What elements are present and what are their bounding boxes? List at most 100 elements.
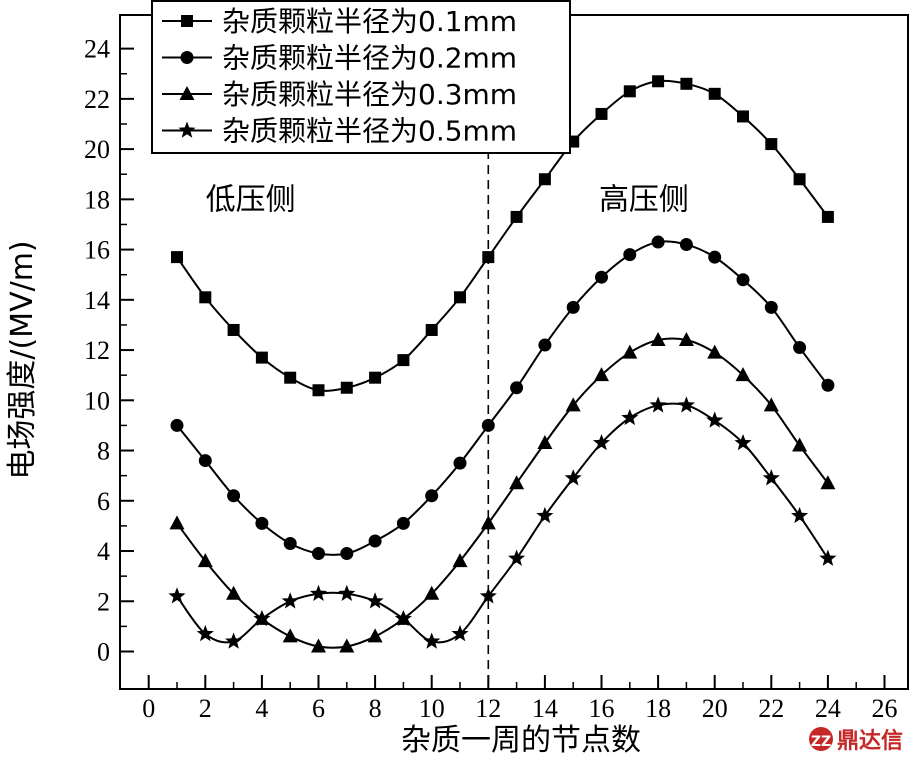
y-tick-label: 4 [97,537,110,566]
data-point-square [199,291,212,304]
y-tick-label: 16 [84,236,110,265]
data-point-circle [623,248,637,262]
data-point-square [680,77,693,90]
legend-marker-star [178,121,196,138]
y-tick-label: 6 [97,487,110,516]
x-tick-label: 24 [815,694,841,723]
legend-marker-triangle [179,86,195,100]
legend-label: 杂质颗粒半径为0.3mm [222,78,517,111]
data-point-star [196,624,214,642]
data-point-triangle [311,638,326,653]
y-tick-label: 22 [84,85,110,114]
data-point-circle [425,489,439,503]
data-point-circle [198,454,212,468]
legend-label: 杂质颗粒半径为0.2mm [222,42,517,75]
data-point-star [734,434,752,451]
data-point-square [369,371,382,384]
data-point-square [425,323,438,336]
series-line [176,240,829,556]
y-tick-label: 0 [97,638,110,667]
data-point-square [284,371,297,384]
x-tick-label: 20 [702,694,728,723]
series-square [171,75,834,397]
data-point-triangle [622,344,638,359]
data-point-triangle [537,435,553,450]
data-point-circle [453,456,467,470]
data-point-triangle [452,553,468,568]
data-point-square [397,354,410,367]
data-point-triangle [282,628,298,643]
y-tick-label: 20 [84,135,110,164]
legend-label: 杂质颗粒半径为0.5mm [222,115,517,148]
data-point-circle [821,378,835,392]
x-axis-title: 杂质一周的节点数 [401,723,641,758]
x-tick-label: 16 [589,694,615,723]
data-point-star [394,609,412,627]
data-point-star [479,587,497,604]
data-point-triangle [820,475,836,490]
data-point-triangle [650,332,666,347]
data-point-circle [283,536,297,550]
x-tick-label: 26 [872,694,898,723]
data-point-star [592,434,611,451]
data-point-circle [396,516,410,530]
data-point-star [366,592,384,609]
data-point-square [482,251,495,264]
data-point-square [793,173,806,186]
x-tick-label: 6 [312,694,325,723]
data-point-star [819,549,837,566]
data-point-square [737,110,749,123]
y-tick-label: 18 [84,185,110,214]
data-point-circle [227,489,241,503]
data-point-triangle [480,515,496,530]
data-point-triangle [735,367,751,382]
series-circle [170,235,835,561]
data-point-star [451,624,469,642]
data-point-square [538,173,551,186]
data-point-square [255,351,268,364]
data-point-triangle [707,344,723,359]
series-star [168,396,837,649]
data-point-triangle [594,367,609,382]
data-point-square [623,85,636,98]
data-point-star [423,632,441,649]
data-point-triangle [226,585,242,600]
data-point-circle [255,516,269,530]
data-point-circle [736,273,750,287]
data-point-star [253,609,271,627]
data-point-circle [566,300,580,314]
data-point-square [312,384,325,397]
data-point-square [227,323,240,336]
annotation-high-voltage-side: 高压侧 [599,182,689,217]
data-point-circle [481,418,495,432]
data-point-square [340,381,353,394]
x-tick-label: 10 [419,694,445,723]
data-point-square [171,251,183,264]
x-axis: 0 2 4 6 8 10 12 14 16 18 20 22 24 26 [142,675,898,723]
annotations: 低压侧 高压侧 [206,182,689,217]
x-tick-label: 2 [199,694,212,723]
data-point-triangle [197,553,213,568]
data-point-star [564,469,582,486]
series-layer [168,75,837,653]
data-point-star [508,549,526,566]
data-point-triangle [169,515,185,530]
series-line [176,402,829,644]
y-tick-label: 2 [97,587,110,616]
data-point-triangle [763,397,779,412]
y-tick-label: 24 [84,35,110,64]
data-point-square [510,210,523,223]
data-point-circle [368,534,382,548]
watermark-logo-icon [809,727,833,751]
data-point-circle [595,270,608,284]
series-line [176,337,829,649]
y-tick-label: 8 [97,437,110,466]
data-point-star [762,469,780,486]
data-point-circle [170,418,184,432]
data-point-circle [312,547,325,561]
x-tick-label: 12 [475,694,501,723]
y-axis-title: 电场强度/(MV/m) [5,240,40,479]
